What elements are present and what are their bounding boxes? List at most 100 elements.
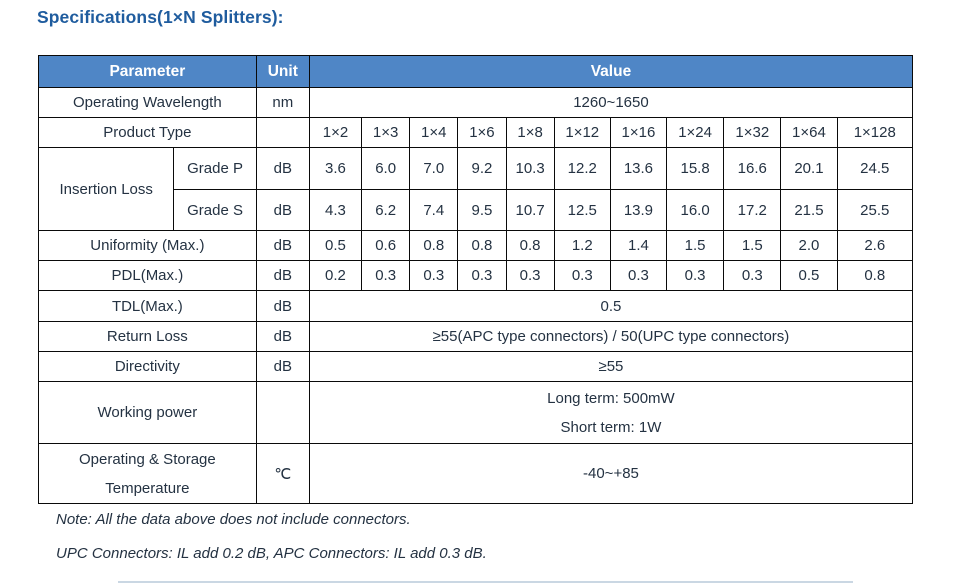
param-label: Operating Wavelength — [38, 87, 257, 118]
specifications-table: Parameter Unit Value Operating Wavelengt… — [37, 55, 914, 504]
value-cell: 20.1 — [780, 147, 838, 190]
value-cell: 0.5 — [780, 260, 838, 291]
unit-cell: nm — [255, 87, 310, 118]
value-cell: 6.2 — [361, 189, 411, 231]
unit-cell: dB — [255, 351, 310, 382]
product-type-cell: 1×2 — [308, 117, 363, 148]
param-label: PDL(Max.) — [38, 260, 257, 291]
value-cell: -40~+85 — [308, 443, 914, 504]
value-cell: 3.6 — [308, 147, 363, 190]
row-working-power: Working power Long term: 500mW Short ter… — [38, 381, 914, 444]
value-cell: 1.5 — [666, 230, 725, 261]
value-cell: 0.3 — [609, 260, 668, 291]
page-title: Specifications(1×N Splitters): — [37, 7, 284, 27]
product-type-cell: 1×16 — [609, 117, 668, 148]
row-temperature: Operating & Storage Temperature ℃ -40~+8… — [38, 443, 914, 504]
value-cell: 9.2 — [457, 147, 507, 190]
value-cell: 10.7 — [505, 189, 555, 231]
row-pdl: PDL(Max.) dB 0.2 0.3 0.3 0.3 0.3 0.3 0.3… — [38, 260, 914, 291]
param-label: Return Loss — [38, 321, 257, 352]
value-cell: 25.5 — [836, 189, 914, 231]
value-cell: 16.0 — [666, 189, 725, 231]
row-insertion-loss-grade-s: Grade S dB 4.3 6.2 7.4 9.5 10.7 12.5 13.… — [39, 189, 914, 231]
product-type-cell: 1×128 — [836, 117, 914, 148]
value-cell: 2.0 — [780, 230, 838, 261]
value-cell: 0.8 — [836, 260, 914, 291]
value-cell: 24.5 — [836, 147, 914, 190]
param-sublabel: Grade P — [173, 147, 257, 190]
product-type-cell: 1×8 — [505, 117, 555, 148]
value-cell: 0.5 — [308, 230, 363, 261]
row-insertion-loss-grade-p: Insertion Loss Grade P dB 3.6 6.0 7.0 9.… — [37, 147, 914, 231]
unit-cell: dB — [255, 321, 310, 352]
value-cell: 21.5 — [780, 189, 838, 231]
product-type-cell: 1×32 — [723, 117, 782, 148]
value-cell: 6.0 — [361, 147, 411, 190]
value-cell: 0.6 — [361, 230, 411, 261]
unit-cell: ℃ — [255, 443, 310, 504]
value-cell: 16.6 — [723, 147, 782, 190]
note-connectors: Note: All the data above does not includ… — [56, 511, 411, 528]
header-value: Value — [308, 55, 914, 88]
param-label-insertion-loss: Insertion Loss — [37, 147, 175, 231]
param-label: Uniformity (Max.) — [38, 230, 257, 261]
product-type-cell: 1×6 — [457, 117, 507, 148]
bottom-divider — [118, 581, 853, 583]
value-cell: 0.8 — [457, 230, 507, 261]
value-cell: 0.5 — [308, 290, 914, 322]
note-il-add: UPC Connectors: IL add 0.2 dB, APC Conne… — [56, 545, 487, 562]
value-cell: 1260~1650 — [308, 87, 914, 118]
value-cell: Long term: 500mW Short term: 1W — [308, 381, 914, 444]
value-cell: 0.2 — [308, 260, 363, 291]
row-uniformity: Uniformity (Max.) dB 0.5 0.6 0.8 0.8 0.8… — [38, 230, 914, 261]
value-cell: 0.8 — [409, 230, 459, 261]
working-power-long-term: Long term: 500mW — [547, 389, 675, 407]
row-product-type: Product Type 1×2 1×3 1×4 1×6 1×8 1×12 1×… — [38, 117, 914, 148]
temperature-label-line1: Operating & Storage — [78, 450, 216, 468]
value-cell: 1.2 — [553, 230, 611, 261]
value-cell: ≥55 — [308, 351, 914, 382]
value-cell: 13.9 — [609, 189, 668, 231]
value-cell: 15.8 — [666, 147, 725, 190]
unit-cell: dB — [255, 290, 310, 322]
value-cell: 1.5 — [723, 230, 782, 261]
product-type-cell: 1×24 — [666, 117, 725, 148]
value-cell: 2.6 — [836, 230, 914, 261]
value-cell: 7.4 — [409, 189, 459, 231]
param-label: Product Type — [38, 117, 257, 148]
value-cell: 17.2 — [723, 189, 782, 231]
value-cell: 0.3 — [553, 260, 611, 291]
param-sublabel: Grade S — [173, 189, 257, 231]
value-cell: 10.3 — [505, 147, 555, 190]
value-cell: 4.3 — [308, 189, 363, 231]
value-cell: 12.2 — [553, 147, 611, 190]
unit-cell: dB — [255, 230, 310, 261]
header-unit: Unit — [255, 55, 310, 88]
working-power-short-term: Short term: 1W — [560, 418, 662, 436]
value-cell: 0.3 — [505, 260, 555, 291]
product-type-cell: 1×12 — [553, 117, 611, 148]
value-cell: 1.4 — [609, 230, 668, 261]
param-label: Directivity — [38, 351, 257, 382]
param-label: Operating & Storage Temperature — [38, 443, 257, 504]
header-row: Parameter Unit Value — [38, 55, 914, 88]
unit-cell-empty — [255, 381, 310, 444]
value-cell: 0.3 — [457, 260, 507, 291]
row-return-loss: Return Loss dB ≥55(APC type connectors) … — [38, 321, 914, 352]
product-type-cell: 1×64 — [780, 117, 838, 148]
row-directivity: Directivity dB ≥55 — [38, 351, 914, 382]
value-cell: ≥55(APC type connectors) / 50(UPC type c… — [308, 321, 914, 352]
temperature-label-line2: Temperature — [105, 479, 190, 497]
value-cell: 0.3 — [409, 260, 459, 291]
notes-section: Note: All the data above does not includ… — [56, 510, 487, 578]
value-cell: 9.5 — [457, 189, 507, 231]
header-parameter: Parameter — [38, 55, 257, 88]
unit-cell: dB — [255, 260, 310, 291]
product-type-cell: 1×3 — [361, 117, 411, 148]
value-cell: 0.3 — [723, 260, 782, 291]
value-cell: 12.5 — [553, 189, 611, 231]
value-cell: 13.6 — [609, 147, 668, 190]
unit-cell-empty — [255, 117, 310, 148]
row-operating-wavelength: Operating Wavelength nm 1260~1650 — [38, 87, 914, 118]
param-label: Working power — [38, 381, 257, 444]
